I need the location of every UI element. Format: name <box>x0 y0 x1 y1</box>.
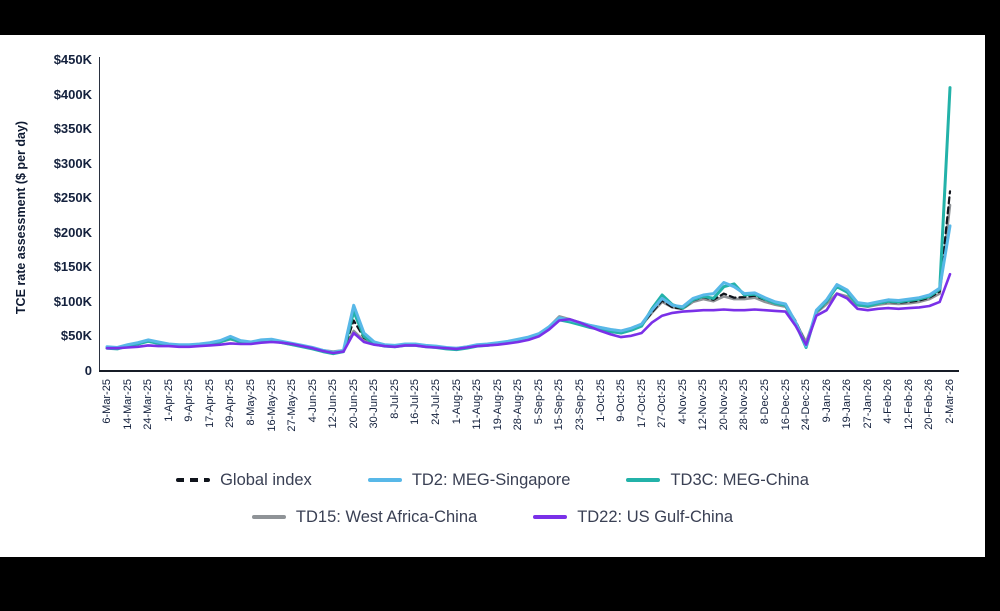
y-tick-label: $250K <box>53 190 92 206</box>
x-tick-label: 19-Aug-25 <box>491 379 504 431</box>
legend-item-td22-us-gulf-china: TD22: US Gulf-China <box>533 508 733 527</box>
x-tick-label: 17-Oct-25 <box>635 379 648 428</box>
x-tick-label: 12-Nov-25 <box>697 379 710 431</box>
legend-swatch <box>176 478 211 482</box>
y-tick-label: $50K <box>60 328 92 344</box>
x-tick-label: 24-Mar-25 <box>142 379 155 430</box>
x-tick-label: 20-Feb-26 <box>923 379 936 430</box>
legend-row-2: TD15: West Africa-China TD22: US Gulf-Chi… <box>0 503 985 531</box>
y-tick-label: $350K <box>53 121 92 137</box>
series-line-td22-us-gulf-china <box>105 272 952 355</box>
x-tick-label: 14-Mar-25 <box>121 379 134 430</box>
x-tick-label: 11-Aug-25 <box>471 379 484 430</box>
legend-swatch <box>533 515 568 519</box>
legend-swatch <box>251 515 286 519</box>
x-tick-label: 15-Sep-25 <box>553 379 566 431</box>
x-tick-label: 27-May-25 <box>286 379 298 432</box>
x-tick-label: 20-Jun-25 <box>347 379 360 429</box>
x-tick-label: 30-Jun-25 <box>368 379 381 429</box>
legend-label: TD2: MEG-Singapore <box>411 470 571 489</box>
x-tick-label: 4-Feb-26 <box>882 379 895 424</box>
x-tick-label: 6-Mar-25 <box>101 379 113 424</box>
x-tick-label: 17-Apr-25 <box>203 379 216 428</box>
x-tick-label: 20-Nov-25 <box>717 379 730 431</box>
x-tick-label: 9-Jan-26 <box>820 379 833 423</box>
x-tick-label: 1-Apr-25 <box>162 379 175 422</box>
y-tick-label: $400K <box>53 86 92 102</box>
x-tick-label: 1-Oct-25 <box>594 379 607 422</box>
legend-item-td2-meg-singapore: TD2: MEG-Singapore <box>367 470 571 490</box>
chart-canvas <box>0 35 985 557</box>
y-tick-label: 0 <box>84 363 92 378</box>
x-tick-label: 2-Mar-26 <box>944 379 956 424</box>
x-tick-label: 16-Jul-25 <box>409 379 422 425</box>
y-axis-line <box>99 57 100 372</box>
x-tick-label: 12-Feb-26 <box>902 379 915 430</box>
x-axis-line <box>99 370 959 372</box>
x-tick-label: 29-Apr-25 <box>224 379 237 428</box>
x-tick-label: 28-Nov-25 <box>738 379 751 431</box>
legend-label: Global index <box>220 470 312 489</box>
x-tick-label: 8-May-25 <box>244 379 257 426</box>
y-tick-label: $100K <box>53 293 92 309</box>
x-tick-label: 28-Aug-25 <box>512 379 525 431</box>
x-tick-label: 27-Jan-26 <box>861 379 874 429</box>
legend-label: TD15: West Africa-China <box>295 507 478 526</box>
x-tick-label: 16-Dec-25 <box>779 379 792 431</box>
y-tick-label: $450K <box>53 52 92 67</box>
y-tick-label: $150K <box>53 259 92 275</box>
x-tick-label: 16-May-25 <box>265 379 278 432</box>
legend-row-1: Global index TD2: MEG-Singapore TD3C: MEG-… <box>0 466 985 494</box>
legend-swatch <box>626 478 661 482</box>
legend-swatch <box>367 478 402 482</box>
x-tick-label: 12-Jun-25 <box>327 379 340 429</box>
x-tick-label: 1-Aug-25 <box>450 379 463 425</box>
x-tick-label: 8-Dec-25 <box>759 379 771 425</box>
x-tick-label: 4-Nov-25 <box>676 379 689 425</box>
x-tick-label: 24-Dec-25 <box>800 379 813 431</box>
x-tick-label: 9-Apr-25 <box>183 379 196 422</box>
legend-item-global-index: Global index <box>176 471 312 490</box>
y-tick-label: $300K <box>53 155 92 171</box>
legend-label: TD22: US Gulf-China <box>577 507 734 526</box>
x-tick-label: 27-Oct-25 <box>656 379 669 428</box>
x-tick-label: 19-Jan-26 <box>841 379 854 429</box>
y-tick-label: $200K <box>53 224 92 240</box>
legend-item-td15-west-africa-china: TD15: West Africa-China <box>251 507 478 527</box>
x-tick-label: 24-Jul-25 <box>430 379 442 425</box>
x-tick-label: 23-Sep-25 <box>573 379 586 431</box>
chart-plot <box>105 86 952 356</box>
x-tick-label: 9-Oct-25 <box>615 379 627 422</box>
x-tick-label: 4-Jun-25 <box>306 379 319 423</box>
x-tick-label: 5-Sep-25 <box>532 379 545 425</box>
legend-item-td3c-meg-china: TD3C: MEG-China <box>626 470 809 490</box>
x-tick-label: 8-Jul-25 <box>388 379 401 419</box>
legend-label: TD3C: MEG-China <box>670 470 809 489</box>
